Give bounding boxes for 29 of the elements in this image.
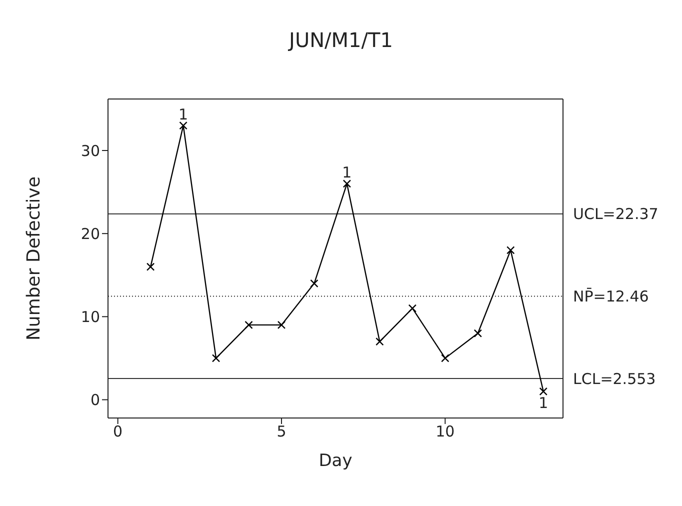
point bbox=[506, 246, 515, 254]
y-axis-title: Number Defective bbox=[23, 176, 44, 341]
y-tick-label: 30 bbox=[80, 142, 100, 160]
x-tick-label: 5 bbox=[276, 422, 286, 441]
point bbox=[277, 320, 286, 330]
point bbox=[310, 279, 318, 288]
y-tick-label: 20 bbox=[80, 224, 100, 243]
ref-line-label: NP̄=12.46 bbox=[573, 286, 649, 306]
point bbox=[179, 121, 188, 130]
annotation: 1 bbox=[178, 106, 188, 124]
ref-line-label: LCL=2.553 bbox=[573, 370, 656, 388]
annotation: 1 bbox=[538, 394, 548, 412]
point bbox=[441, 354, 450, 362]
ref-line-label: UCL=22.37 bbox=[573, 205, 658, 224]
y-tick-label: 10 bbox=[80, 308, 100, 326]
point bbox=[212, 354, 220, 362]
point bbox=[244, 320, 253, 330]
chart-title: JUN/M1/T1 bbox=[287, 27, 394, 54]
x-tick-label: 10 bbox=[436, 422, 455, 441]
point bbox=[474, 329, 482, 338]
x-axis-title: Day bbox=[318, 451, 352, 471]
x-tick-label: 0 bbox=[113, 422, 123, 441]
point bbox=[342, 180, 352, 188]
point bbox=[408, 304, 417, 312]
point bbox=[146, 262, 155, 271]
annotation: 1 bbox=[342, 164, 352, 182]
point bbox=[539, 387, 548, 396]
y-tick-label: 0 bbox=[90, 391, 100, 410]
point bbox=[376, 337, 384, 346]
